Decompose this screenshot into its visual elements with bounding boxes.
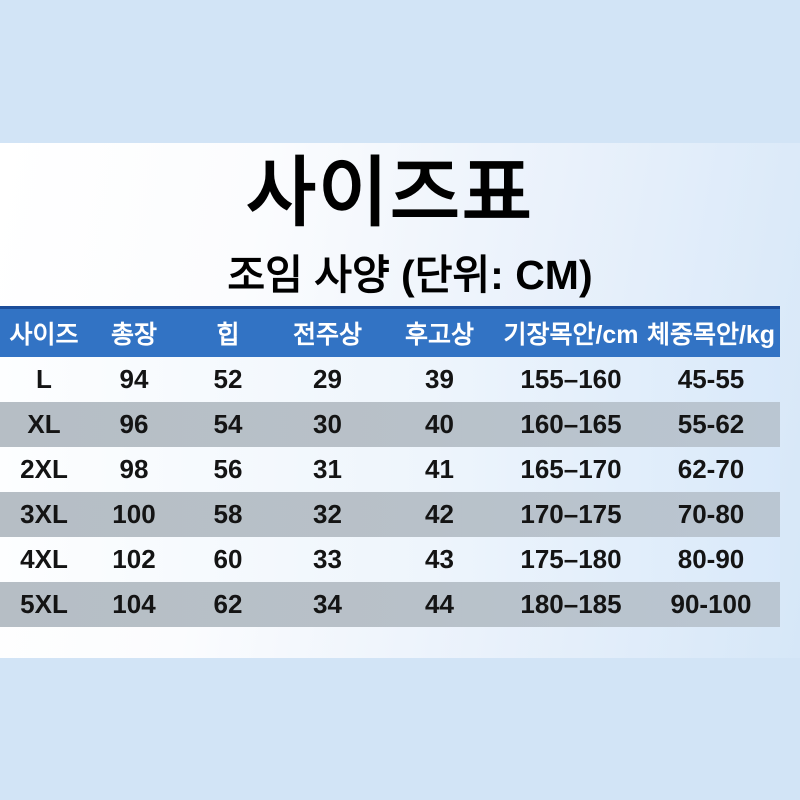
header-cell-back: 후고상 [379,306,500,357]
table-cell: 102 [112,544,156,574]
table-cell: 180–185 [520,589,622,619]
header-cell-size: 사이즈 [0,306,88,357]
table-cell: 54 [213,409,243,439]
table-cell: 62-70 [677,454,745,484]
table-cell: 98 [119,454,149,484]
table-cell: 4XL [20,544,68,574]
table-cell: 3XL [20,499,68,529]
header-cell-height: 기장목안/cm [500,306,642,357]
table-cell: 29 [313,364,342,394]
table-cell: 33 [313,544,342,574]
table-cell: 30 [313,409,342,439]
table-cell: 96 [119,409,149,439]
table-row: 3XL 100 58 32 42 170–175 70-80 [0,492,780,537]
table-cell: 80-90 [677,544,745,574]
content-band [0,143,800,658]
table-cell: 170–175 [520,499,622,529]
table-cell: 5XL [20,589,68,619]
table-cell: 160–165 [520,409,622,439]
table-cell: 90-100 [670,589,752,619]
table-cell: 41 [425,454,454,484]
table-cell: 94 [119,364,149,394]
table-row: XL 96 54 30 40 160–165 55-62 [0,402,780,447]
table-cell: 39 [425,364,454,394]
table-cell: L [36,364,52,394]
size-table-body: L 94 52 29 39 155–160 45-55 XL 96 54 30 40 160–165 55… [0,357,780,627]
table-cell: 31 [313,454,342,484]
table-cell: 55-62 [677,409,745,439]
table-cell: XL [27,409,61,439]
table-cell: 45-55 [677,364,745,394]
header-cell-weight: 체중목안/kg [642,306,780,357]
table-cell: 100 [112,499,156,529]
table-row: 4XL 102 60 33 43 175–180 80-90 [0,537,780,582]
table-cell: 42 [425,499,454,529]
header-row: 사이즈 총장 힙 전주상 후고상 기장목안/cm 체중목안/kg [0,306,780,357]
table-cell: 52 [213,364,243,394]
table-cell: 34 [313,589,342,619]
table-cell: 165–170 [520,454,622,484]
table-cell: 60 [213,544,243,574]
table-cell: 62 [213,589,243,619]
table-cell: 155–160 [520,364,622,394]
table-cell: 104 [112,589,156,619]
table-cell: 70-80 [677,499,745,529]
table-row: 5XL 104 62 34 44 180–185 90-100 [0,582,780,627]
table-cell: 175–180 [520,544,622,574]
header-cell-front: 전주상 [276,306,379,357]
header-cell-length: 총장 [88,306,180,357]
table-cell: 44 [425,589,454,619]
table-cell: 40 [425,409,454,439]
table-cell: 32 [313,499,342,529]
size-chart-subtitle: 조임 사양 (단위: CM) [227,252,593,298]
table-cell: 43 [425,544,454,574]
table-cell: 2XL [20,454,68,484]
size-chart-title: 사이즈표 [246,151,534,236]
size-table: 사이즈 총장 힙 전주상 후고상 기장목안/cm 체중목안/kg L 94 52 29… [0,306,780,627]
table-row: L 94 52 29 39 155–160 45-55 [0,357,780,402]
header-cell-hip: 힙 [180,306,276,357]
table-cell: 56 [213,454,243,484]
table-cell: 58 [213,499,243,529]
table-row: 2XL 98 56 31 41 165–170 62-70 [0,447,780,492]
